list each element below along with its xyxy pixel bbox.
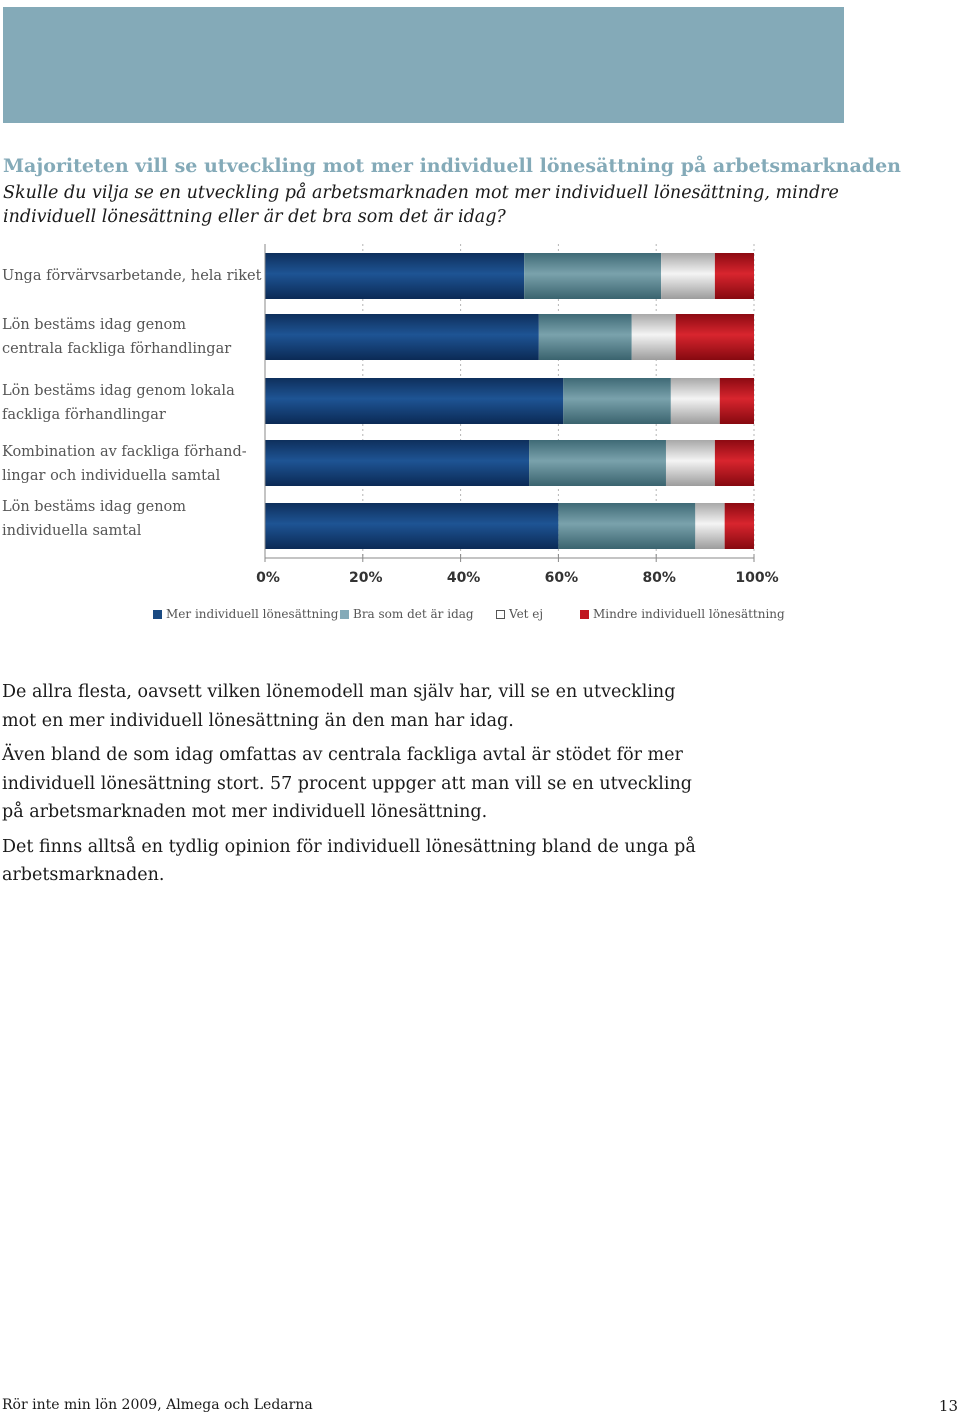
bar-segment bbox=[631, 314, 676, 360]
legend-item-bra: Bra som det är idag bbox=[340, 606, 474, 622]
category-label-line: Lön bestäms idag genom bbox=[2, 317, 187, 333]
text-line: arbetsmarknaden. bbox=[2, 865, 165, 885]
bar-segment bbox=[670, 378, 720, 424]
category-label-line: lingar och individuella samtal bbox=[2, 468, 221, 484]
legend-swatch bbox=[580, 609, 589, 619]
bar-segment bbox=[265, 503, 559, 549]
paragraph: Det finns alltså en tydlig opinion för i… bbox=[2, 833, 762, 890]
bar-segment bbox=[719, 378, 754, 424]
bar-segment bbox=[265, 440, 530, 486]
bar-segment bbox=[538, 314, 632, 360]
category-label-line: Kombination av fackliga förhand- bbox=[2, 444, 247, 460]
text-line: mot en mer individuell lönesättning än d… bbox=[2, 710, 514, 731]
paragraph: De allra flesta, oavsett vilken lönemode… bbox=[2, 678, 762, 735]
legend-item-vetej: Vet ej bbox=[496, 606, 543, 622]
bar-segment bbox=[524, 253, 662, 299]
x-tick-label: 20% bbox=[349, 570, 383, 586]
text-line: De allra flesta, oavsett vilken lönemode… bbox=[2, 682, 676, 702]
x-tick-label: 100% bbox=[735, 570, 778, 586]
x-tick-label: 60% bbox=[545, 570, 579, 586]
category-label: Lön bestäms idag genom lokala fackliga f… bbox=[2, 379, 247, 427]
x-tick-label: 80% bbox=[642, 570, 676, 586]
bar-segment bbox=[665, 440, 715, 486]
legend-label: Mindre individuell lönesättning bbox=[593, 607, 785, 621]
category-label: Lön bestäms idag genom centrala fackliga… bbox=[2, 313, 247, 361]
legend-swatch bbox=[496, 609, 505, 619]
legend-swatch bbox=[153, 609, 162, 619]
bar-segment bbox=[724, 503, 754, 549]
legend-label: Mer individuell lönesättning bbox=[166, 607, 339, 621]
subtitle-line: individuell lönesättning eller är det br… bbox=[3, 207, 506, 227]
category-label-line: fackliga förhandlingar bbox=[2, 407, 166, 423]
bar-segment bbox=[661, 253, 715, 299]
x-tick-label: 0% bbox=[256, 570, 280, 586]
category-label: Unga förvärvsarbetande, hela riket bbox=[2, 264, 262, 288]
bar-segment bbox=[675, 314, 754, 360]
text-line: Även bland de som idag omfattas av centr… bbox=[2, 745, 683, 765]
bar-segment bbox=[695, 503, 725, 549]
category-label-line: individuella samtal bbox=[2, 523, 142, 539]
bar-segment bbox=[265, 314, 539, 360]
bar-segment bbox=[265, 378, 564, 424]
text-line: på arbetsmarknaden mot mer individuell l… bbox=[2, 802, 488, 822]
chart-subtitle: Skulle du vilja se en utveckling på arbe… bbox=[3, 181, 903, 229]
legend-label: Bra som det är idag bbox=[353, 607, 474, 621]
bar-segment bbox=[265, 253, 525, 299]
category-label: Kombination av fackliga förhand- lingar … bbox=[2, 440, 247, 488]
category-label: Lön bestäms idag genom individuella samt… bbox=[2, 495, 247, 543]
legend-item-mindre: Mindre individuell lönesättning bbox=[580, 606, 785, 622]
category-label-line: Unga förvärvsarbetande, hela riket bbox=[2, 268, 262, 284]
text-line: Det finns alltså en tydlig opinion för i… bbox=[2, 836, 696, 857]
page-number: 13 bbox=[938, 1397, 958, 1415]
x-axis: 0% 20% 40% 60% 80% 100% bbox=[256, 244, 779, 586]
text-line: individuell lönesättning stort. 57 proce… bbox=[2, 773, 692, 794]
body-text: De allra flesta, oavsett vilken lönemode… bbox=[2, 678, 762, 896]
footer-source: Rör inte min lön 2009, Almega och Ledarn… bbox=[2, 1397, 313, 1413]
bar-segment bbox=[529, 440, 666, 486]
category-label-line: Lön bestäms idag genom bbox=[2, 499, 187, 515]
category-label-line: Lön bestäms idag genom lokala bbox=[2, 383, 235, 399]
bar-segment bbox=[714, 253, 754, 299]
bar-segment bbox=[563, 378, 671, 424]
subtitle-line: Skulle du vilja se en utveckling på arbe… bbox=[3, 183, 839, 203]
legend-swatch bbox=[340, 609, 349, 619]
bar-segment bbox=[558, 503, 696, 549]
paragraph: Även bland de som idag omfattas av centr… bbox=[2, 741, 762, 827]
bars bbox=[265, 253, 754, 549]
x-tick-label: 40% bbox=[447, 570, 481, 586]
chart-title: Majoriteten vill se utveckling mot mer i… bbox=[3, 155, 901, 177]
legend-label: Vet ej bbox=[509, 607, 544, 621]
category-label-line: centrala fackliga förhandlingar bbox=[2, 341, 232, 357]
legend-item-mer: Mer individuell lönesättning bbox=[153, 606, 338, 622]
header-band bbox=[3, 7, 844, 123]
stacked-bar-chart: 0% 20% 40% 60% 80% 100% bbox=[256, 244, 779, 586]
bar-segment bbox=[714, 440, 754, 486]
